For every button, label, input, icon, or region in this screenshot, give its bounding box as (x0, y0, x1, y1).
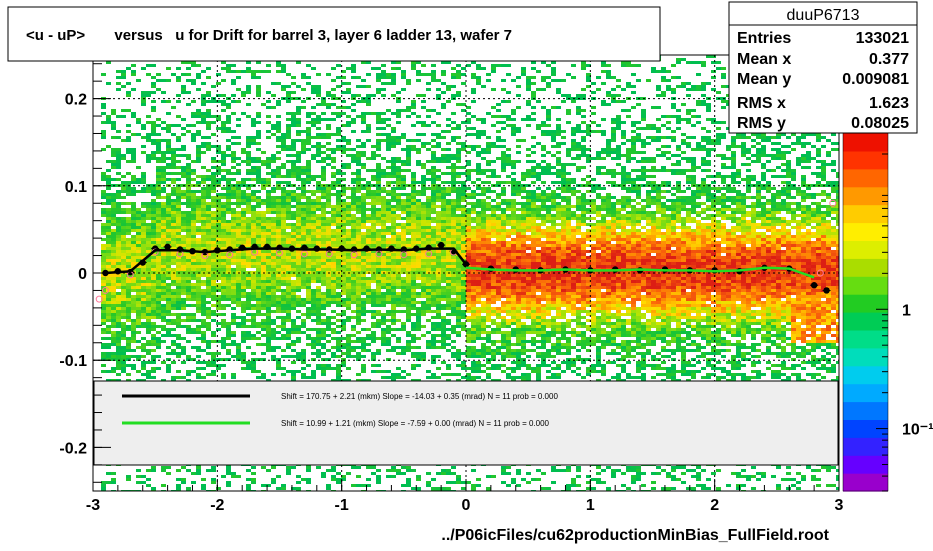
stats-label-entries: Entries (737, 30, 791, 47)
color-step-2 (843, 437, 888, 456)
stats-value-mean-y: 0.009081 (842, 71, 909, 88)
color-step-4 (843, 402, 888, 421)
black-point-43 (811, 282, 817, 288)
color-step-9 (843, 312, 888, 331)
color-step-8 (843, 330, 888, 349)
color-step-19 (843, 133, 888, 152)
stats-label-rms-x: RMS x (737, 95, 786, 112)
footer-filename: ../P06icFiles/cu62productionMinBias_Full… (441, 527, 829, 544)
colorbar-label-1: 10⁻¹ (902, 422, 933, 439)
stats-label-rms-y: RMS y (737, 115, 786, 132)
stats-name: duuP6713 (787, 7, 860, 24)
color-step-1 (843, 455, 888, 474)
x-tick-label-3: 0 (462, 497, 471, 514)
colorbar-label-0: 1 (902, 302, 911, 319)
color-step-10 (843, 294, 888, 313)
color-step-12 (843, 258, 888, 277)
x-tick-label-0: -3 (86, 497, 100, 514)
y-tick-label-3: 0.1 (65, 179, 87, 196)
x-tick-label-4: 1 (586, 497, 595, 514)
color-step-15 (843, 205, 888, 224)
legend-text-black: Shift = 170.75 + 2.21 (mkm) Slope = -14.… (281, 392, 558, 401)
stats-box: duuP6713 Entries 133021 Mean x 0.377 Mea… (729, 2, 917, 133)
stats-label-mean-y: Mean y (737, 71, 791, 88)
x-tick-label-1: -2 (210, 497, 224, 514)
color-step-6 (843, 366, 888, 385)
chart-title: <u - uP> versus u for Drift for barrel 3… (26, 27, 512, 44)
y-tick-label-0: -0.2 (59, 440, 87, 457)
stats-label-mean-x: Mean x (737, 51, 791, 68)
color-step-5 (843, 384, 888, 403)
black-point-44 (823, 287, 829, 293)
color-step-16 (843, 187, 888, 206)
stats-value-rms-y: 0.08025 (851, 115, 909, 132)
black-point-27 (438, 242, 444, 248)
stats-value-entries: 133021 (856, 30, 909, 47)
x-tick-label-2: -1 (335, 497, 349, 514)
color-step-13 (843, 240, 888, 259)
stats-value-mean-x: 0.377 (869, 51, 909, 68)
color-step-17 (843, 169, 888, 188)
color-step-18 (843, 151, 888, 170)
color-step-14 (843, 223, 888, 242)
color-scale: 1 10⁻¹ (843, 133, 933, 492)
color-step-0 (843, 473, 888, 492)
x-tick-label-6: 3 (835, 497, 844, 514)
stats-value-rms-x: 1.623 (869, 95, 909, 112)
color-step-7 (843, 348, 888, 367)
y-tick-label-2: 0 (78, 266, 87, 283)
legend-text-green: Shift = 10.99 + 1.21 (mkm) Slope = -7.59… (281, 419, 550, 428)
legend: Shift = 170.75 + 2.21 (mkm) Slope = -14.… (94, 381, 838, 465)
color-step-11 (843, 276, 888, 295)
y-tick-label-1: -0.1 (59, 353, 87, 370)
title-box: <u - uP> versus u for Drift for barrel 3… (8, 7, 660, 61)
y-tick-label-4: 0.2 (65, 92, 87, 109)
x-tick-label-5: 2 (710, 497, 719, 514)
